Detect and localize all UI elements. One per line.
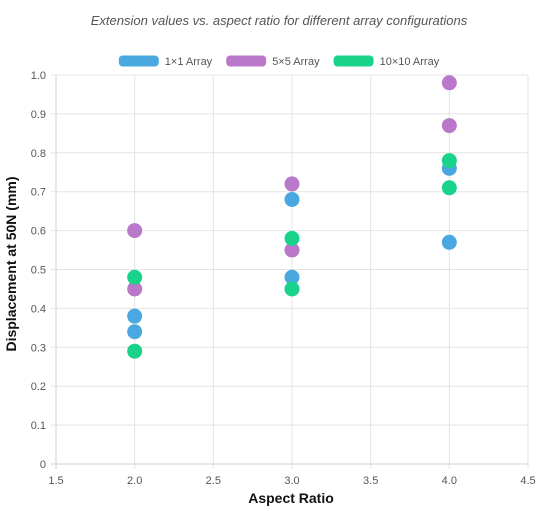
legend-label-2: 5×5 Array <box>272 56 320 68</box>
y-tick-label: 1.0 <box>31 70 46 82</box>
x-tick-label: 4.5 <box>520 475 535 487</box>
chart-title: Extension values vs. aspect ratio for di… <box>91 13 468 28</box>
y-tick-label: 0.9 <box>31 109 46 121</box>
data-point-3-2 <box>127 343 143 359</box>
data-point-1-3 <box>284 191 300 207</box>
legend-swatch-1 <box>118 55 159 67</box>
data-point-1-2 <box>127 324 143 340</box>
data-point-2-5 <box>441 75 457 91</box>
x-tick-label: 1.5 <box>48 475 63 487</box>
x-tick-label: 3.0 <box>284 475 299 487</box>
data-point-3-3 <box>284 230 300 246</box>
data-point-1-6 <box>441 234 457 250</box>
y-tick-label: 0.5 <box>31 265 46 277</box>
x-tick-label: 2.5 <box>206 475 221 487</box>
y-axis-ticks: 0 0.1 0.2 0.3 0.4 0.5 0.6 0.7 0.8 0.9 1.0 <box>31 70 46 471</box>
y-tick-label: 0.3 <box>31 342 46 354</box>
data-point-2-4 <box>284 242 300 258</box>
data-point-2-2 <box>127 281 143 297</box>
legend-label-1: 1×1 Array <box>165 56 213 68</box>
legend-swatch-3 <box>333 55 374 67</box>
data-point-2-6 <box>441 118 457 134</box>
data-points <box>127 75 457 359</box>
legend-swatch-2 <box>226 55 267 67</box>
y-tick-label: 0.4 <box>31 303 46 315</box>
x-axis-title: Aspect Ratio <box>248 490 334 506</box>
data-point-3-6 <box>441 180 457 196</box>
data-point-1-1 <box>127 308 143 324</box>
y-tick-label: 0.2 <box>31 381 46 393</box>
x-axis-ticks: 1.5 2.0 2.5 3.0 3.5 4.0 4.5 <box>48 475 535 487</box>
y-tick-label: 0.6 <box>31 226 46 238</box>
legend-label-3: 10×10 Array <box>380 56 440 68</box>
data-point-1-4 <box>284 269 300 285</box>
x-tick-label: 3.5 <box>363 475 378 487</box>
data-point-2-3 <box>284 176 300 192</box>
y-tick-label: 0.7 <box>31 187 46 199</box>
y-tick-label: 0 <box>40 459 46 471</box>
data-point-2-1 <box>127 223 143 239</box>
legend: 1×1 Array 5×5 Array 10×10 Array <box>118 55 440 68</box>
data-point-3-1 <box>127 269 143 285</box>
x-tick-label: 4.0 <box>442 475 457 487</box>
x-tick-label: 2.0 <box>127 475 142 487</box>
y-axis-title: Displacement at 50N (mm) <box>3 176 19 351</box>
data-point-3-4 <box>284 281 300 297</box>
y-tick-label: 0.1 <box>31 420 46 432</box>
data-point-3-5 <box>441 153 457 169</box>
y-tick-label: 0.8 <box>31 148 46 160</box>
